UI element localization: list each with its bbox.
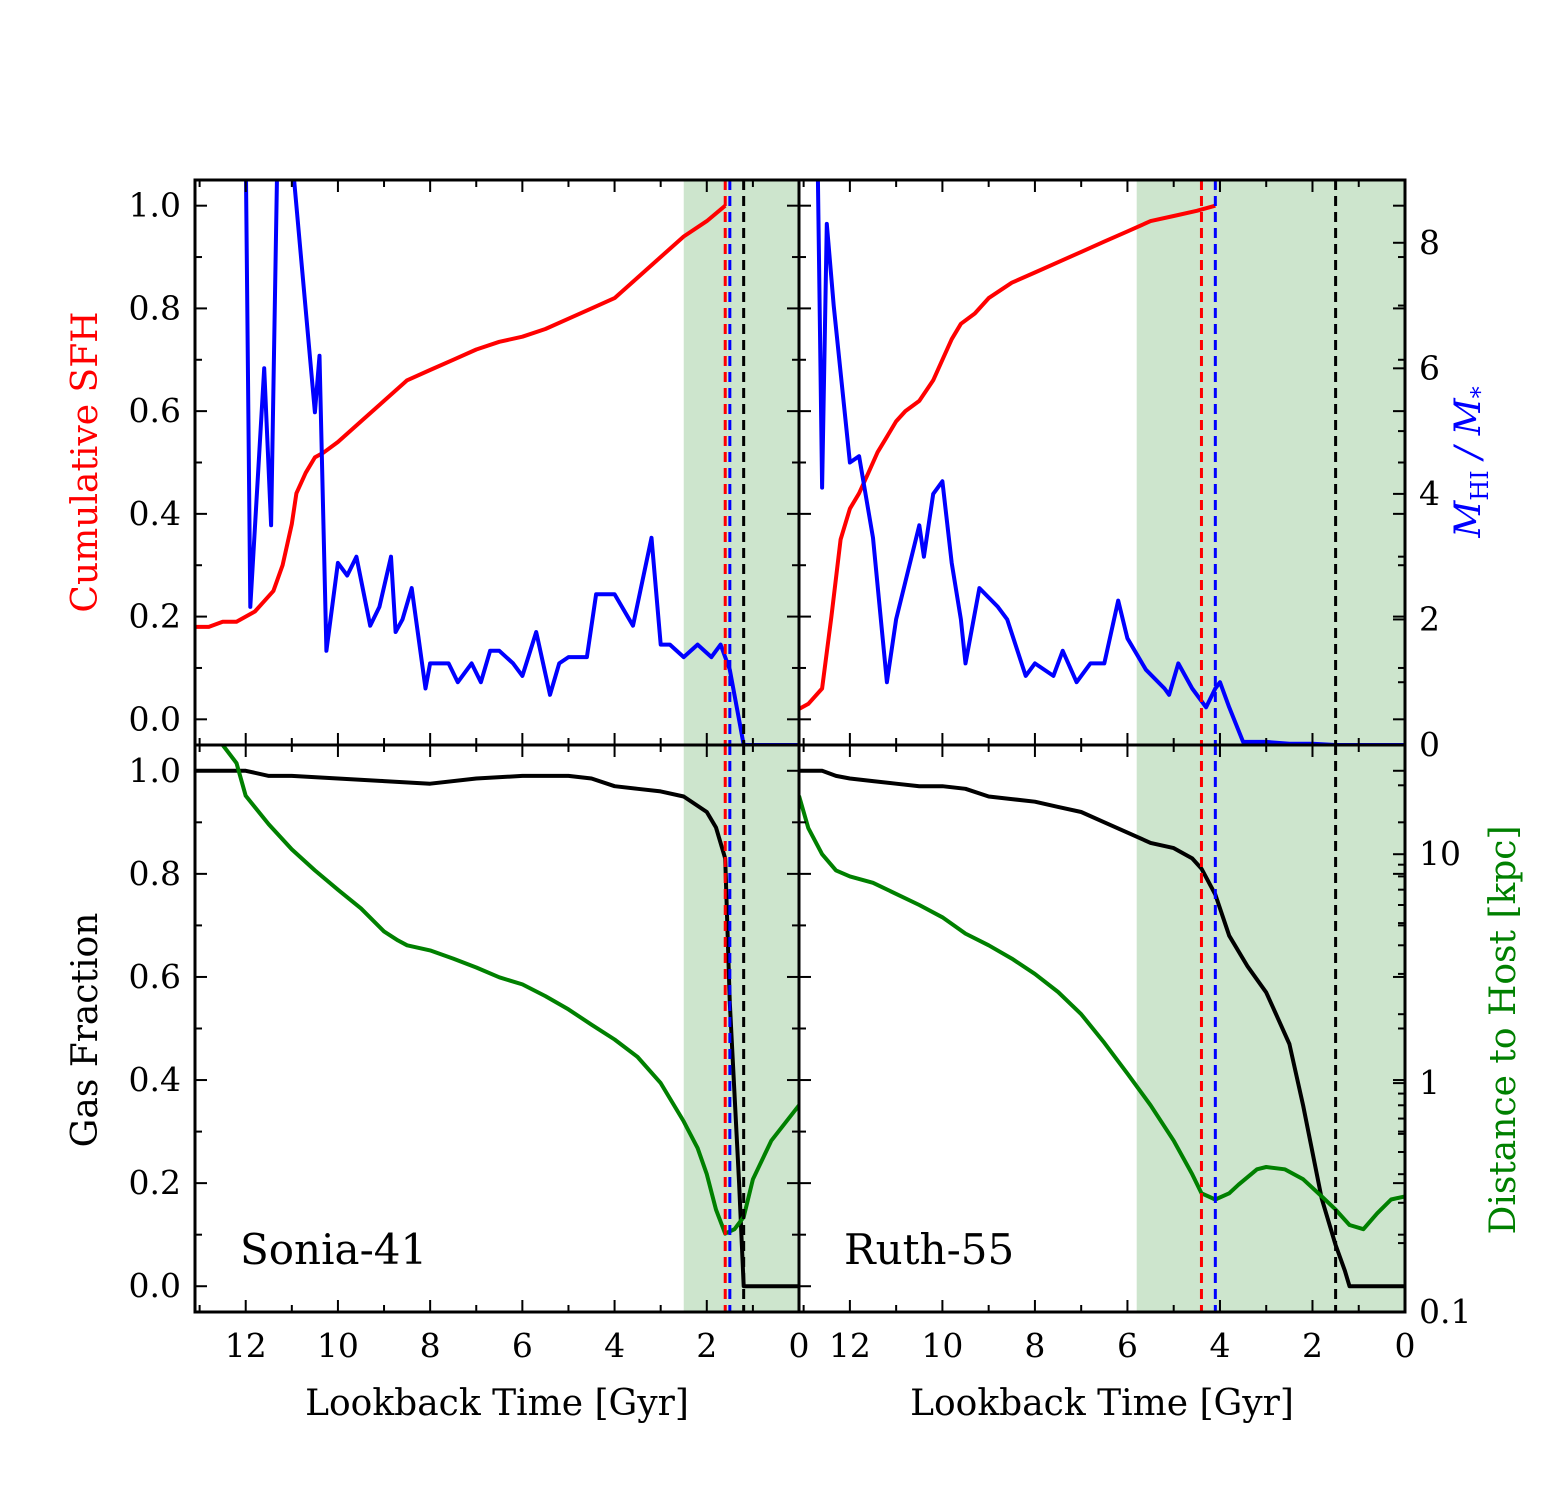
- series-line-1: [815, 180, 1405, 745]
- series-line-0: [799, 768, 1405, 1289]
- cumulative-sfh-axis-label: Cumulative SFH: [65, 311, 106, 612]
- x-tick-label: 0: [1395, 1326, 1416, 1365]
- cumsfh-tick-label: 0.0: [129, 699, 181, 738]
- shaded-region: [1136, 180, 1405, 745]
- shaded-region: [1136, 745, 1405, 1312]
- x-tick-label: 2: [696, 1326, 717, 1365]
- x-axis-label-right: Lookback Time [Gyr]: [910, 1383, 1294, 1424]
- cumsfh-tick-label: 0.4: [129, 494, 181, 533]
- hi-ratio-tick-label: 0: [1419, 725, 1440, 764]
- gasfrac-tick-label: 0.2: [129, 1163, 181, 1202]
- top-right-panel: 0 2 4 6 8: [797, 178, 1440, 764]
- gasfrac-tick-label: 0.8: [129, 854, 181, 893]
- cumsfh-tick-label: 0.6: [129, 391, 181, 430]
- x-tick-label: 12: [829, 1326, 871, 1365]
- top-left-panel: 0.0 0.2 0.4 0.6 0.8 1.0: [129, 178, 801, 747]
- series-line-1: [799, 795, 1405, 1232]
- x-tick-label: 8: [420, 1326, 441, 1365]
- hi-ratio-label-sub1: HI: [1466, 470, 1494, 500]
- x-tick-label: 8: [1024, 1326, 1045, 1365]
- x-tick-label: 2: [1302, 1326, 1323, 1365]
- hi-stellar-ratio-axis-label: MHI / M*: [1448, 386, 1494, 538]
- x-axis-label-left: Lookback Time [Gyr]: [305, 1383, 689, 1424]
- panel-title: Ruth-55: [844, 1225, 1014, 1274]
- panel-title: Sonia-41: [240, 1225, 427, 1274]
- hi-ratio-tick-label: 6: [1419, 348, 1440, 387]
- x-tick-label: 0: [789, 1326, 810, 1365]
- bottom-left-panel: 0.0 0.2 0.4 0.6 0.8 1.0 12 10 8 6 4 2 0 Sonia-41: [129, 743, 810, 1365]
- x-tick-label: 4: [604, 1326, 625, 1365]
- shaded-region: [683, 180, 799, 745]
- distance-tick-label: 1: [1419, 1063, 1440, 1102]
- series-line-1: [244, 180, 799, 745]
- distance-tick-label: 0.1: [1419, 1292, 1471, 1331]
- bottom-right-panel: 0.1 1 10 12 10 8 6 4 2 0 Ruth-55: [797, 743, 1471, 1365]
- gasfrac-tick-label: 0.0: [129, 1266, 181, 1305]
- x-tick-label: 12: [225, 1326, 267, 1365]
- x-tick-label: 6: [512, 1326, 533, 1365]
- series-line-1: [221, 745, 799, 1236]
- series-line-0: [799, 203, 1216, 711]
- gasfrac-tick-label: 0.6: [129, 957, 181, 996]
- distance-to-host-axis-label: Distance to Host [kpc]: [1483, 825, 1524, 1234]
- x-tick-label: 4: [1209, 1326, 1230, 1365]
- cumsfh-tick-label: 1.0: [129, 186, 181, 225]
- gas-fraction-axis-label: Gas Fraction: [65, 913, 106, 1148]
- x-tick-label: 6: [1117, 1326, 1138, 1365]
- hi-ratio-tick-label: 8: [1419, 223, 1440, 262]
- hi-ratio-label-sub2: *: [1466, 386, 1494, 398]
- series-line-0: [195, 768, 799, 1289]
- gasfrac-tick-label: 1.0: [129, 751, 181, 790]
- series-line-0: [195, 204, 727, 629]
- hi-ratio-label-mid: / M: [1448, 397, 1489, 470]
- x-tick-label: 10: [921, 1326, 963, 1365]
- hi-ratio-label-m: M: [1448, 500, 1489, 539]
- hi-ratio-tick-label: 4: [1419, 474, 1440, 513]
- hi-ratio-tick-label: 2: [1419, 599, 1440, 638]
- cumsfh-tick-label: 0.8: [129, 288, 181, 327]
- gasfrac-tick-label: 0.4: [129, 1060, 181, 1099]
- cumsfh-tick-label: 0.2: [129, 597, 181, 636]
- distance-tick-label: 10: [1419, 834, 1461, 873]
- x-tick-label: 10: [317, 1326, 359, 1365]
